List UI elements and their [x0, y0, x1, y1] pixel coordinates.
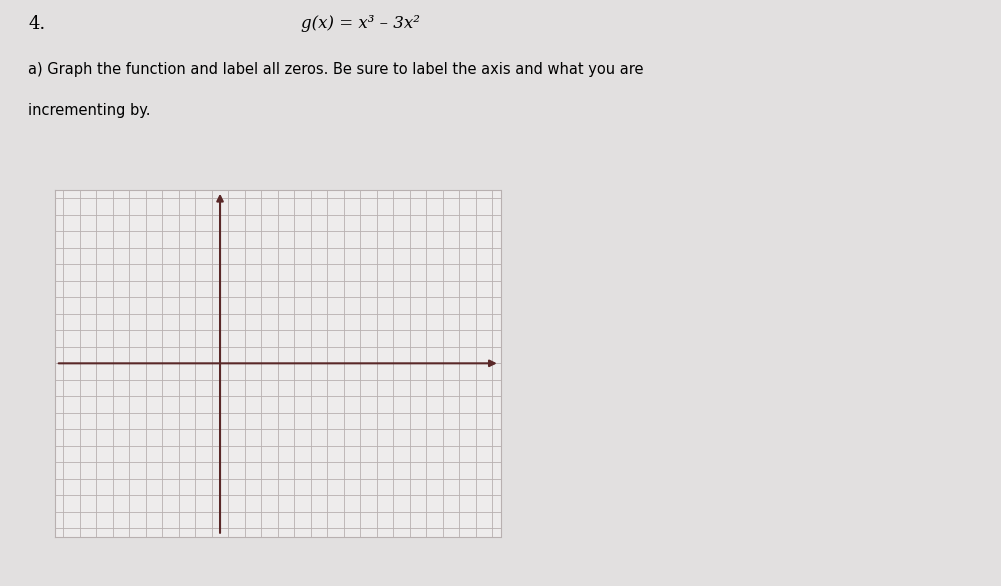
Text: a) Graph the function and label all zeros. Be sure to label the axis and what yo: a) Graph the function and label all zero… — [28, 62, 644, 77]
Text: 4.: 4. — [28, 15, 45, 33]
Text: g(x) = x³ – 3x²: g(x) = x³ – 3x² — [301, 15, 419, 32]
Text: incrementing by.: incrementing by. — [28, 103, 150, 118]
